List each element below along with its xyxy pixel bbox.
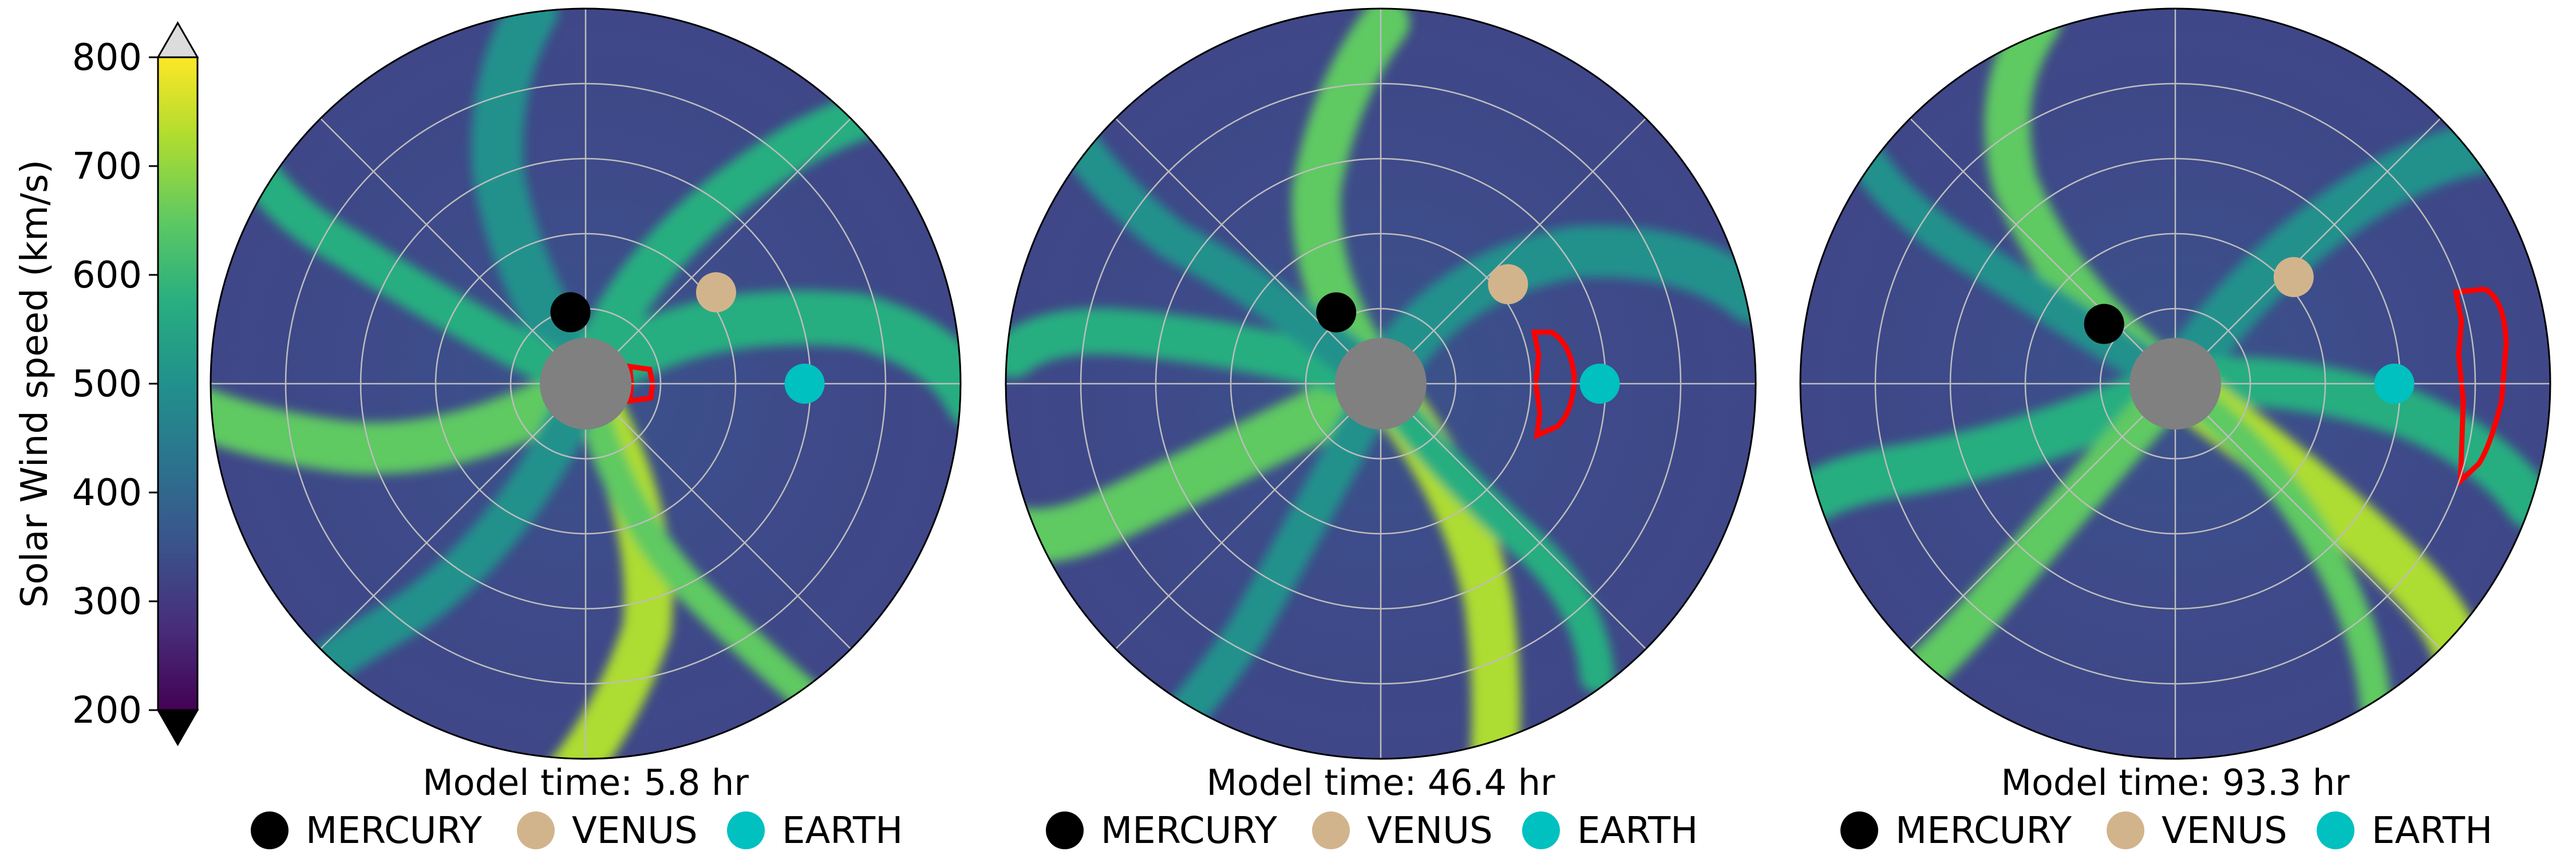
panel-3-cme-boundary [2452, 286, 2509, 487]
polar-grid-spoke [2175, 383, 2441, 650]
polar-grid-spoke [1909, 383, 2176, 650]
panel-3-legend: MERCURY VENUS EARTH [1840, 810, 2492, 852]
panel-3-bodies [2084, 257, 2415, 404]
polar-grid-spoke [1380, 117, 1647, 384]
legend-marker-mercury [1840, 811, 1878, 849]
legend-label-earth: EARTH [782, 810, 903, 852]
panel-2-outline [1005, 7, 1757, 760]
planet-mercury-marker [1316, 292, 1357, 333]
legend-marker-mercury [251, 811, 289, 849]
legend-label-venus: VENUS [2162, 810, 2287, 852]
polar-grid-spoke [1115, 117, 1381, 384]
colorbar: 200 300 400 500 600 700 800 Solar Wind speed (… [14, 21, 199, 747]
colorbar-ticks: 200 300 400 500 600 700 800 [72, 37, 158, 732]
colorbar-under-extension [156, 709, 199, 747]
legend-label-earth: EARTH [2372, 810, 2492, 852]
legend-marker-earth [2317, 811, 2354, 849]
polar-grid-spoke [319, 117, 586, 384]
legend-label-mercury: MERCURY [306, 810, 483, 852]
panel-2: Model time: 46.4 hr MERCURY VENUS EARTH [1005, 7, 1757, 852]
planet-earth-marker [2374, 364, 2415, 404]
panel-2-cme-boundary [1531, 329, 1577, 440]
colorbar-tick-label: 400 [72, 472, 142, 514]
legend-marker-mercury [1046, 811, 1084, 849]
planet-mercury-marker [550, 292, 591, 333]
legend-label-venus: VENUS [1367, 810, 1493, 852]
planet-venus-marker [2273, 257, 2314, 297]
panel-2-title: Model time: 46.4 hr [1206, 762, 1555, 803]
panel-1-sun [540, 338, 631, 430]
panel-2-polar-grid [1006, 9, 1756, 759]
planet-venus-marker [1488, 264, 1528, 305]
legend-marker-earth [727, 811, 765, 849]
colorbar-gradient [157, 56, 199, 711]
colorbar-label: Solar Wind speed (km/s) [14, 160, 56, 608]
colorbar-tick-label: 800 [72, 37, 142, 79]
legend-label-venus: VENUS [572, 810, 698, 852]
legend-marker-earth [1522, 811, 1560, 849]
colorbar-tick-label: 300 [72, 581, 142, 623]
panel-1-legend: MERCURY VENUS EARTH [251, 810, 903, 852]
legend-label-mercury: MERCURY [1895, 810, 2072, 852]
colorbar-tick-label: 200 [72, 689, 142, 732]
panel-2-legend: MERCURY VENUS EARTH [1046, 810, 1698, 852]
panel-2-sun [1335, 338, 1427, 430]
legend-label-mercury: MERCURY [1101, 810, 1278, 852]
panel-2-bodies [1316, 264, 1620, 404]
colorbar-tick-label: 700 [72, 145, 142, 188]
polar-grid-spoke [1115, 383, 1381, 650]
panel-1-title: Model time: 5.8 hr [422, 762, 749, 803]
polar-grid-spoke [585, 117, 852, 384]
panel-1-outline [210, 7, 962, 760]
panel-3-title: Model time: 93.3 hr [2001, 762, 2350, 803]
planet-earth-marker [1579, 364, 1620, 404]
legend-marker-venus [1312, 811, 1350, 849]
panel-3-polar-grid [1800, 9, 2550, 759]
panel-3-sun [2129, 338, 2221, 430]
colorbar-tick-label: 500 [72, 363, 142, 405]
panel-1: Model time: 5.8 hr MERCURY VENUS EARTH [210, 7, 962, 852]
colorbar-tick-label: 600 [72, 254, 142, 297]
polar-grid-spoke [1380, 383, 1647, 650]
planet-mercury-marker [2084, 304, 2124, 344]
polar-grid-spoke [1909, 117, 2176, 384]
polar-grid-spoke [2175, 117, 2441, 384]
legend-marker-venus [517, 811, 555, 849]
polar-grid-spoke [585, 383, 852, 650]
colorbar-over-extension [156, 21, 199, 58]
planet-venus-marker [696, 272, 736, 313]
panel-3: Model time: 93.3 hr MERCURY VENUS EARTH [1799, 7, 2551, 852]
planet-earth-marker [784, 364, 825, 404]
panel-1-bodies [550, 272, 825, 404]
panel-3-outline [1799, 7, 2551, 760]
legend-label-earth: EARTH [1577, 810, 1698, 852]
polar-grid-spoke [319, 383, 586, 650]
panel-1-polar-grid [211, 9, 961, 759]
legend-marker-venus [2107, 811, 2144, 849]
